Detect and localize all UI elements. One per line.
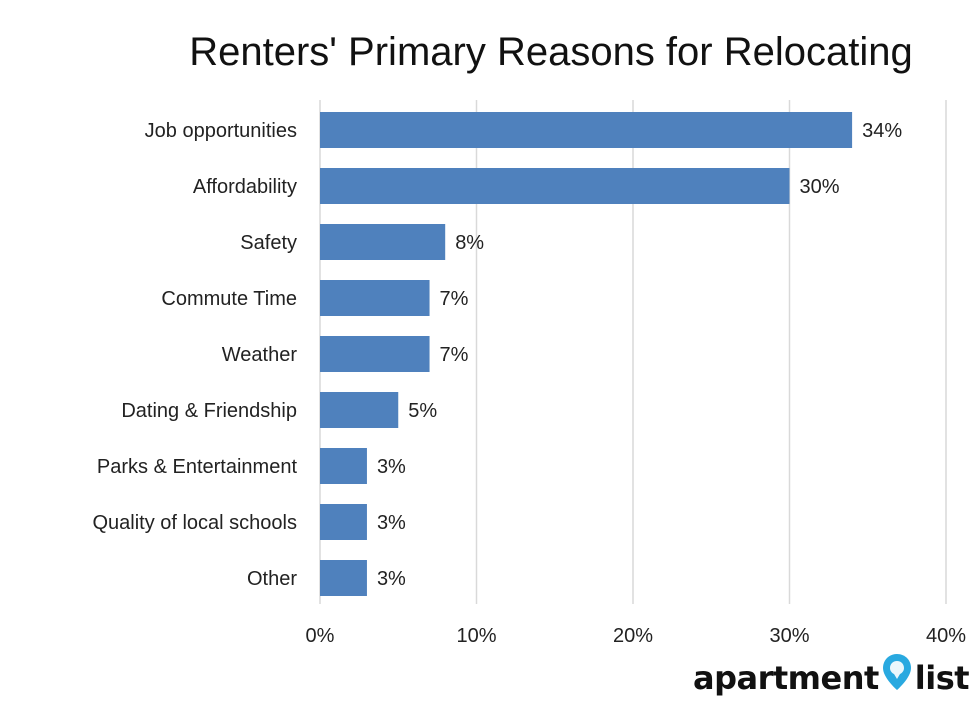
value-label: 3% <box>377 456 406 478</box>
logo-text-apartment: apartment <box>693 659 879 697</box>
logo-text-list: list <box>914 659 970 697</box>
bar <box>320 392 399 428</box>
apartment-list-logo: apartment list <box>693 652 970 702</box>
bar <box>320 336 430 372</box>
category-label: Commute Time <box>161 288 297 310</box>
bar <box>320 224 446 260</box>
value-label: 5% <box>408 400 437 422</box>
x-tick-label: 0% <box>306 625 335 647</box>
value-label: 3% <box>377 512 406 534</box>
category-label: Job opportunities <box>145 120 297 142</box>
category-label: Other <box>247 568 297 590</box>
bar <box>320 504 367 540</box>
x-tick-label: 10% <box>456 625 496 647</box>
x-axis-tick-labels: 0% 10% 20% 30% 40% <box>306 625 967 647</box>
category-label: Quality of local schools <box>92 512 297 534</box>
value-label: 8% <box>455 232 484 254</box>
category-label: Weather <box>222 344 298 366</box>
bar <box>320 168 790 204</box>
category-label: Dating & Friendship <box>121 400 297 422</box>
value-label: 30% <box>800 176 840 198</box>
category-label: Parks & Entertainment <box>97 456 298 478</box>
value-label: 3% <box>377 568 406 590</box>
chart-title: Renters' Primary Reasons for Relocating <box>189 30 913 74</box>
category-label: Safety <box>240 232 297 254</box>
map-pin-icon <box>881 652 913 700</box>
x-tick-label: 20% <box>613 625 653 647</box>
value-labels: 34% 30% 8% 7% 7% 5% 3% 3% 3% <box>377 120 902 590</box>
value-label: 34% <box>862 120 902 142</box>
bar <box>320 448 367 484</box>
x-tick-label: 30% <box>769 625 809 647</box>
category-labels: Job opportunities Affordability Safety Comm… <box>92 120 297 590</box>
bars <box>320 112 853 596</box>
value-label: 7% <box>440 288 469 310</box>
x-tick-label: 40% <box>926 625 966 647</box>
category-label: Affordability <box>193 176 297 198</box>
bar <box>320 280 430 316</box>
bar <box>320 112 853 148</box>
value-label: 7% <box>440 344 469 366</box>
bar <box>320 560 367 596</box>
